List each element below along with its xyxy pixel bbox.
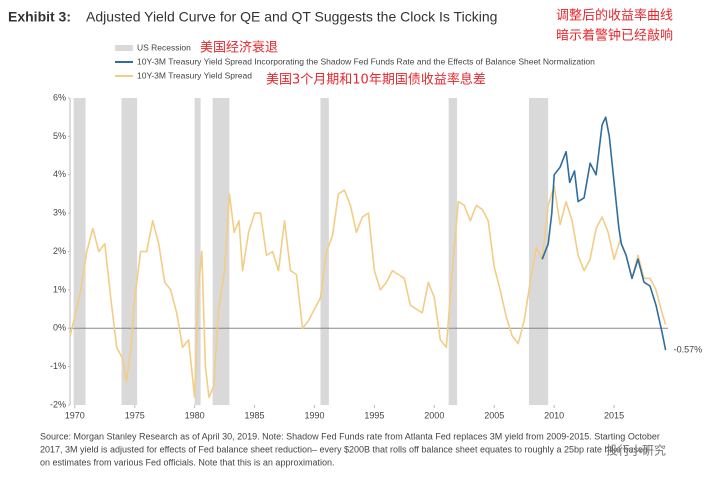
x-tick-label: 1990 (304, 410, 324, 420)
annotation: 暗示着警钟已经敲响 (556, 28, 673, 44)
x-tick-label: 2000 (424, 410, 444, 420)
recession-band (73, 98, 86, 405)
legend-swatch (115, 45, 133, 51)
legend-label: US Recession (137, 42, 191, 52)
source: on estimates from various Fed officials.… (40, 457, 334, 467)
x-tick-label: 1995 (364, 410, 384, 420)
line (541, 116, 667, 351)
legend-label: 10Y-3M Treasury Yield Spread Incorporati… (137, 56, 595, 66)
title-prefix: Exhibit 3: (8, 9, 71, 25)
y-tick-label: 1% (53, 284, 66, 294)
y-tick-label: 0% (53, 323, 66, 333)
y-tick-label: 2% (53, 246, 66, 256)
y-tick-label: -1% (50, 361, 66, 371)
y-tick-label: 4% (53, 169, 66, 179)
chart-title: Adjusted Yield Curve for QE and QT Sugge… (86, 9, 497, 25)
x-tick-label: 2005 (484, 410, 504, 420)
watermark: 投行小研究 (606, 443, 666, 458)
x-tick-label: 1980 (185, 410, 205, 420)
value-label: -0.57% (674, 344, 703, 354)
x-tick-label: 1970 (65, 410, 85, 420)
annotation: 调整后的收益率曲线 (556, 8, 673, 24)
source: 2017, 3M yield is adjusted for effects o… (40, 444, 648, 454)
x-tick-label: 1985 (245, 410, 265, 420)
y-tick-label: 3% (53, 208, 66, 218)
legend-label: 10Y-3M Treasury Yield Spread (137, 70, 252, 80)
x-tick-label: 2010 (544, 410, 564, 420)
recession-band (320, 98, 329, 405)
y-tick-label: 6% (53, 92, 66, 102)
x-tick-label: 1975 (125, 410, 145, 420)
y-tick-label: 5% (53, 131, 66, 141)
annotation: 美国3个月期和10年期国债收益率息差 (266, 72, 486, 88)
recession-band (194, 98, 201, 405)
annotation: 美国经济衰退 (200, 40, 278, 56)
source: Source: Morgan Stanley Research as of Ap… (40, 431, 660, 441)
y-tick-label: -2% (50, 399, 66, 409)
line (69, 185, 667, 399)
x-tick-label: 2015 (604, 410, 624, 420)
recession-band (448, 98, 458, 405)
